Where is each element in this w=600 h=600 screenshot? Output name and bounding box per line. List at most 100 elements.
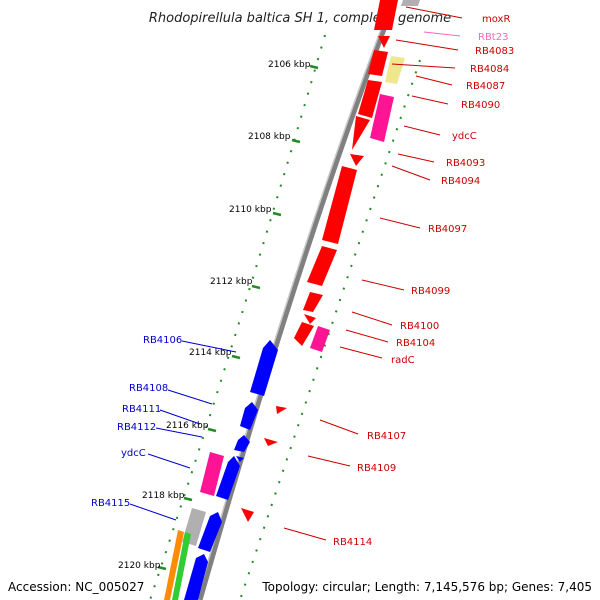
- tick-label-2120: 2120 kbp: [118, 561, 161, 571]
- leader-line-RB4094: [391, 165, 431, 181]
- gene-moxR[interactable]: [374, 0, 398, 30]
- gene-label-moxR[interactable]: moxR: [482, 14, 510, 25]
- tick-mark-2118: [183, 496, 193, 502]
- gene-ydcC-rev[interactable]: [216, 456, 240, 500]
- tick-layer: 2106 kbp 2108 kbp 2110 kbp 2112 kbp 2114 kbp…: [118, 60, 319, 571]
- gene-label-RB4114[interactable]: RB4114: [333, 537, 372, 548]
- gene-radC[interactable]: [294, 322, 314, 346]
- leader-line-RBt23: [423, 31, 461, 37]
- gene-label-RB4099[interactable]: RB4099: [411, 286, 450, 297]
- gene-label-RB4100[interactable]: RB4100: [400, 321, 439, 332]
- leader-line-RB4083: [395, 39, 459, 51]
- gene-RB4104[interactable]: [304, 314, 316, 324]
- tick-label-2112: 2112 kbp: [210, 277, 253, 287]
- gene-RB4109[interactable]: [264, 438, 278, 446]
- gene-RB4100[interactable]: [303, 292, 323, 312]
- gene-label-radC[interactable]: radC: [391, 355, 415, 366]
- tick-mark-2110: [272, 211, 282, 217]
- gene-label-rev-ydcC[interactable]: ydcC: [121, 448, 146, 459]
- gene-label-RBt23[interactable]: RBt23: [478, 32, 508, 43]
- gene-label-RB4104[interactable]: RB4104: [396, 338, 435, 349]
- gene-label-RB4107[interactable]: RB4107: [367, 431, 406, 442]
- gene-RB4099[interactable]: [307, 246, 337, 286]
- gene-RBt23[interactable]: [401, 0, 420, 6]
- tick-track-outer: [149, 34, 326, 600]
- leader-line-RB4104: [345, 329, 389, 343]
- leader-line-RB4099: [361, 279, 405, 291]
- gene-label-rev-RB4108[interactable]: RB4108: [129, 383, 168, 394]
- tick-label-2110: 2110 kbp: [229, 205, 272, 215]
- gene-label-rev-RB4106[interactable]: RB4106: [143, 335, 182, 346]
- gene-label-ydcC[interactable]: ydcC: [452, 131, 477, 142]
- gene-RB4117[interactable]: [184, 554, 208, 600]
- leader-line-moxR: [405, 6, 463, 19]
- tick-label-2118: 2118 kbp: [142, 491, 185, 501]
- gene-RB4084[interactable]: [368, 50, 388, 76]
- gene-RB4097[interactable]: [322, 166, 357, 244]
- gene-RB4094[interactable]: [350, 154, 364, 166]
- leader-line-rev-ydcC: [147, 453, 191, 469]
- tick-mark-2112: [251, 284, 261, 290]
- gene-rna-ydcC[interactable]: [200, 452, 224, 496]
- gene-label-RB4097[interactable]: RB4097: [428, 224, 467, 235]
- gene-label-RB4087[interactable]: RB4087: [466, 81, 505, 92]
- leader-line-rev-RB4106: [181, 340, 237, 353]
- gene-rna-small[interactable]: [310, 326, 330, 352]
- label-layer: moxR RBt23 RB4083 RB4084 RB4087 RB4090 ydcC RB4…: [91, 6, 514, 548]
- reverse-genes: [164, 340, 278, 600]
- genome-backbone-highlight: [196, 0, 393, 600]
- tick-mark-2108: [291, 138, 301, 144]
- topology-text: Topology: circular; Length: 7,145,576 bp…: [262, 580, 592, 594]
- leader-line-RB4093: [397, 153, 435, 163]
- gene-RB4108[interactable]: [240, 402, 258, 430]
- gene-RB4111[interactable]: [234, 435, 250, 452]
- gene-label-RB4094[interactable]: RB4094: [441, 176, 480, 187]
- tick-mark-2114: [231, 354, 241, 360]
- tick-mark-2106: [309, 64, 319, 70]
- gene-RB4087[interactable]: [385, 56, 405, 84]
- leader-line-rev-RB4112: [155, 427, 203, 438]
- tick-label-2108: 2108 kbp: [248, 132, 291, 142]
- leader-line-ydcC: [403, 125, 441, 136]
- leader-line-rev-RB4115: [129, 503, 177, 521]
- leader-line-RB4090: [411, 95, 449, 105]
- gene-RB4106[interactable]: [250, 340, 278, 396]
- gene-label-rev-RB4115[interactable]: RB4115: [91, 498, 130, 509]
- gene-ydcC[interactable]: [370, 94, 394, 142]
- leader-line-rev-RB4108: [167, 389, 213, 405]
- gene-RB4090[interactable]: [358, 80, 382, 118]
- gene-label-RB4093[interactable]: RB4093: [446, 158, 485, 169]
- accession-text: Accession: NC_005027: [8, 580, 145, 594]
- genome-backbone: [197, 0, 398, 600]
- forward-genes: [241, 0, 420, 522]
- gene-label-RB4109[interactable]: RB4109: [357, 463, 396, 474]
- gene-RB4114[interactable]: [241, 508, 254, 522]
- leader-line-RB4084: [391, 63, 456, 69]
- leader-line-RB4114: [283, 527, 327, 541]
- leader-line-RB4107: [319, 419, 359, 435]
- map-title: Rhodopirellula baltica SH 1, complete ge…: [149, 11, 451, 26]
- gene-RB4112[interactable]: [236, 456, 244, 462]
- tick-label-2116: 2116 kbp: [166, 421, 209, 431]
- gene-green[interactable]: [172, 532, 191, 600]
- tick-mark-2116: [207, 427, 217, 433]
- gene-label-RB4084[interactable]: RB4084: [470, 64, 509, 75]
- gene-label-rev-RB4111[interactable]: RB4111: [122, 404, 161, 415]
- leader-line-RB4097: [379, 217, 421, 229]
- leader-line-RB4087: [415, 75, 453, 86]
- leader-line-rev-RB4111: [159, 409, 201, 425]
- leader-line-radC: [339, 346, 383, 359]
- tick-label-2114: 2114 kbp: [189, 348, 232, 358]
- leader-line-RB4100: [351, 311, 393, 326]
- gene-RB4116[interactable]: [198, 512, 222, 552]
- gene-label-RB4090[interactable]: RB4090: [461, 100, 500, 111]
- tick-mark-2120: [157, 565, 167, 571]
- gene-label-rev-RB4112[interactable]: RB4112: [117, 422, 156, 433]
- gene-label-RB4083[interactable]: RB4083: [475, 46, 514, 57]
- gene-RB4107[interactable]: [276, 406, 287, 414]
- tick-label-2106: 2106 kbp: [268, 60, 311, 70]
- gene-RB4083[interactable]: [378, 36, 390, 48]
- leader-line-RB4109: [307, 455, 351, 467]
- gene-orange[interactable]: [164, 530, 184, 600]
- gene-RB4093[interactable]: [352, 116, 370, 150]
